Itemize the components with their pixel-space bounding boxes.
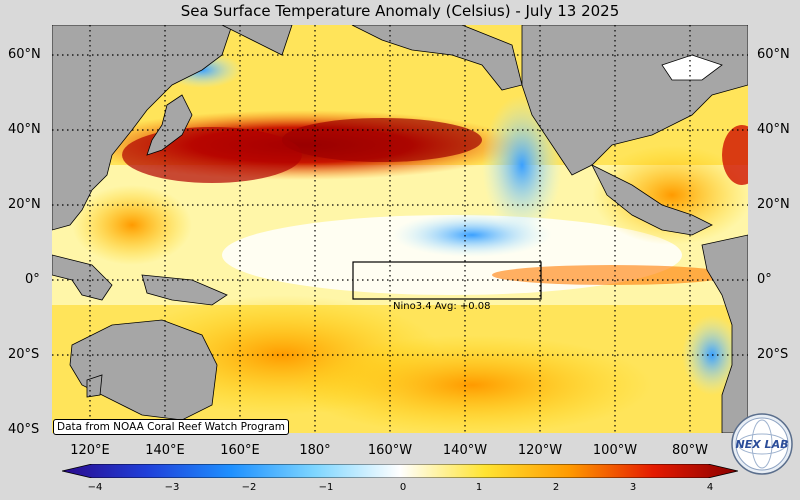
sst-anomaly-map — [52, 25, 748, 433]
lat-label-right: 20°S — [757, 347, 789, 362]
graticule — [52, 25, 748, 433]
colorbar-tick: −1 — [318, 482, 334, 493]
lon-label: 80°W — [672, 443, 708, 458]
nex-lab-logo[interactable]: NEX LAB — [731, 413, 793, 475]
lat-label-left: 0° — [25, 272, 40, 287]
colorbar-tick: −4 — [87, 482, 103, 493]
lat-label-left: 40°S — [8, 422, 40, 437]
colorbar-tick: 2 — [552, 482, 560, 493]
lon-label: 120°E — [70, 443, 110, 458]
lat-label-left: 60°N — [8, 47, 41, 62]
logo-text: NEX LAB — [736, 438, 789, 451]
lon-label: 120°W — [517, 443, 563, 458]
lon-label: 140°E — [145, 443, 185, 458]
data-credit: Data from NOAA Coral Reef Watch Program — [53, 419, 289, 435]
colorbar-tick: −3 — [164, 482, 180, 493]
colorbar-tick: 4 — [706, 482, 714, 493]
colorbar-tick: 3 — [629, 482, 637, 493]
lat-label-right: 20°N — [757, 197, 790, 212]
nino34-box — [352, 261, 542, 300]
lat-label-left: 20°S — [8, 347, 40, 362]
lat-label-right: 60°N — [757, 47, 790, 62]
colorbar-tick: 0 — [399, 482, 407, 493]
lon-label: 160°W — [367, 443, 413, 458]
lon-label: 100°W — [592, 443, 638, 458]
lat-label-left: 20°N — [8, 197, 41, 212]
map-title: Sea Surface Temperature Anomaly (Celsius… — [180, 2, 620, 20]
land-layer — [52, 25, 748, 433]
colorbar-tick: 1 — [475, 482, 483, 493]
lat-label-right: 40°N — [757, 122, 790, 137]
lon-label: 180° — [299, 443, 331, 458]
lat-label-right: 0° — [757, 272, 772, 287]
colorbar-tick: −2 — [241, 482, 257, 493]
colorbar — [62, 464, 738, 478]
lat-label-left: 40°N — [8, 122, 41, 137]
lon-label: 160°E — [220, 443, 260, 458]
nino34-average-label: Nino3.4 Avg: +0.08 — [393, 301, 491, 312]
lon-label: 140°W — [442, 443, 488, 458]
